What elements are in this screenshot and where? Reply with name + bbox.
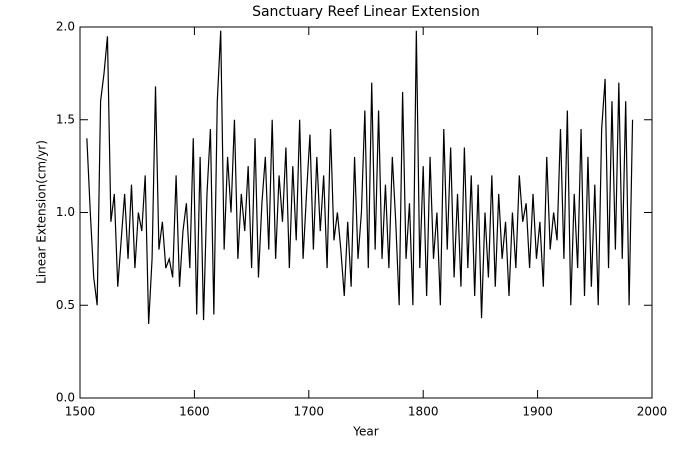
y-tick-label: 0.0 [56, 391, 75, 405]
x-axis-label: Year [352, 425, 378, 439]
y-tick-label: 2.0 [56, 20, 75, 34]
data-line [86, 30, 634, 324]
x-tick-label: 1500 [65, 405, 96, 419]
x-tick-label: 1900 [522, 405, 553, 419]
y-axis-label: Linear Extension(cm/yr) [35, 140, 49, 284]
chart-title: Sanctuary Reef Linear Extension [252, 4, 480, 20]
x-tick-label: 1700 [294, 405, 325, 419]
x-tick-label: 1800 [408, 405, 439, 419]
y-tick-label: 1.5 [56, 112, 75, 126]
y-tick-label: 0.5 [56, 298, 75, 312]
y-tick-label: 1.0 [56, 205, 75, 219]
x-tick-label: 1600 [179, 405, 210, 419]
x-tick-label: 2000 [637, 405, 668, 419]
